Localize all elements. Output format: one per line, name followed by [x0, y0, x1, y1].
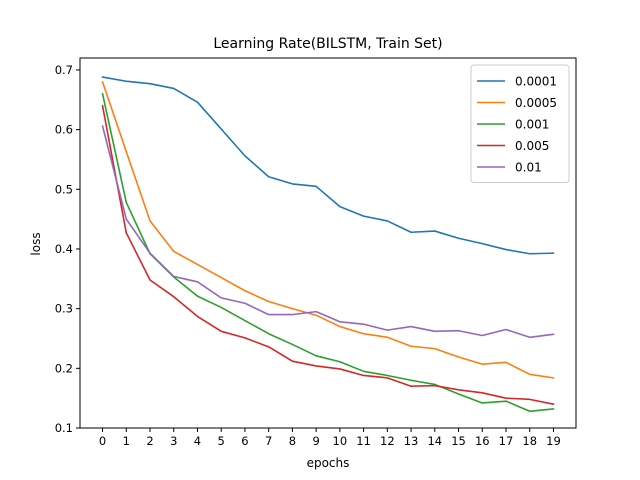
x-tick-label: 8 — [289, 434, 296, 448]
y-axis-label: loss — [29, 232, 43, 255]
x-tick-label: 14 — [427, 434, 442, 448]
x-tick-label: 4 — [194, 434, 201, 448]
legend: 0.0001 0.0005 0.001 0.005 0.01 — [470, 64, 570, 183]
series-line-3 — [101, 104, 555, 406]
x-tick-label: 19 — [546, 434, 561, 448]
x-tick-label: 6 — [241, 434, 248, 448]
y-tick-label: 0.4 — [55, 242, 73, 256]
plot-area — [79, 57, 577, 429]
y-tick-label: 0.5 — [55, 182, 73, 196]
x-tick-label: 0 — [99, 434, 106, 448]
legend-label-3: 0.005 — [515, 139, 549, 153]
y-tick-label: 0.2 — [55, 361, 73, 375]
legend-label-1: 0.0005 — [515, 96, 557, 110]
x-tick-label: 15 — [451, 434, 466, 448]
y-tick-label: 0.6 — [55, 123, 73, 137]
axes-frame — [79, 57, 577, 429]
x-tick-label: 9 — [312, 434, 319, 448]
series-line-4 — [101, 125, 555, 339]
series-line-1 — [101, 80, 555, 379]
y-tick-label: 0.1 — [55, 421, 73, 435]
legend-label-4: 0.01 — [515, 161, 542, 175]
chart-title: Learning Rate(BILSTM, Train Set) — [213, 36, 442, 52]
legend-label-0: 0.0001 — [515, 75, 557, 89]
y-tick-label: 0.3 — [55, 302, 73, 316]
x-tick-label: 10 — [333, 434, 348, 448]
x-tick-label: 5 — [218, 434, 225, 448]
x-tick-label: 11 — [356, 434, 371, 448]
x-tick-label: 17 — [499, 434, 514, 448]
axis-ticks: 0 1 2 3 4 5 6 7 8 9 10 11 12 13 14 15 16 17 18 190.10.20.30… — [55, 63, 561, 448]
x-tick-label: 3 — [170, 434, 177, 448]
x-tick-label: 1 — [123, 434, 130, 448]
x-tick-label: 18 — [522, 434, 537, 448]
x-tick-label: 12 — [380, 434, 395, 448]
x-tick-label: 13 — [404, 434, 419, 448]
x-axis-label: epochs — [307, 456, 350, 470]
series-line-2 — [101, 92, 555, 413]
legend-label-2: 0.001 — [515, 118, 549, 132]
legend-box — [470, 64, 570, 183]
series-line-0 — [101, 76, 555, 255]
y-tick-label: 0.7 — [55, 63, 73, 77]
x-tick-label: 2 — [146, 434, 153, 448]
x-tick-label: 16 — [475, 434, 490, 448]
x-tick-label: 7 — [265, 434, 272, 448]
